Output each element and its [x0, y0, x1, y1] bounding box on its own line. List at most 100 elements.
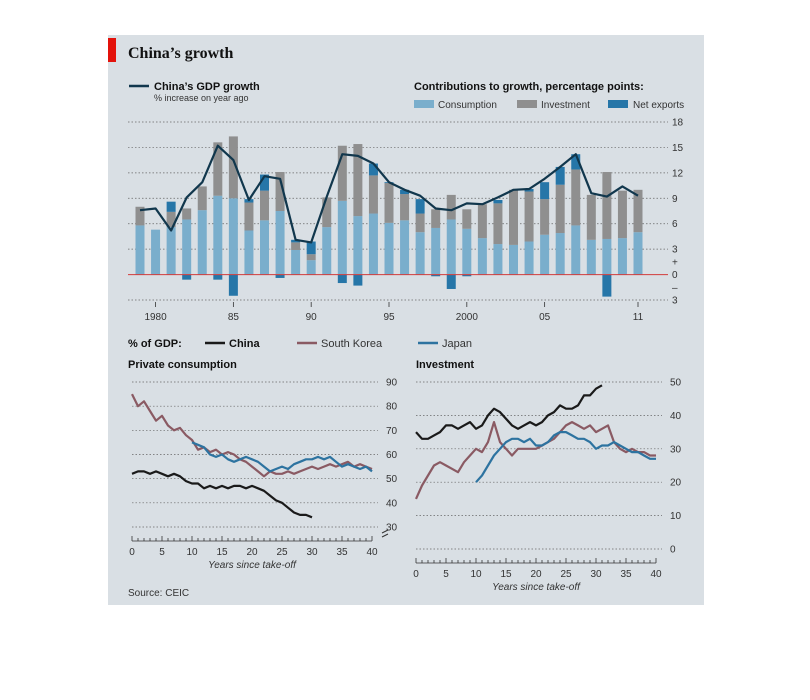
y-tick-label: – — [672, 283, 678, 294]
consumption-swatch — [414, 100, 434, 108]
consumption-bar — [586, 239, 596, 275]
investment-bar — [353, 144, 363, 217]
investment-subtitle: Investment — [416, 359, 474, 371]
net-exports-bar — [291, 239, 301, 243]
x-tick-label: 40 — [366, 547, 378, 558]
investment-bar — [322, 197, 332, 228]
brand-red-bar — [108, 38, 116, 62]
consumption-bar — [571, 225, 581, 275]
x-tick-label: 85 — [228, 312, 240, 323]
japan-legend-label: Japan — [442, 338, 472, 350]
y-tick-label: 40 — [386, 498, 398, 509]
x-tick-label: 0 — [413, 569, 419, 580]
consumption-bar — [462, 228, 472, 275]
x-tick-label: 30 — [590, 569, 602, 580]
x-tick-label: 10 — [186, 547, 198, 558]
y-tick-label: 20 — [670, 478, 682, 489]
net-exports-bar — [306, 241, 316, 255]
chart-panel — [108, 35, 704, 605]
chart-title: China’s growth — [128, 45, 234, 62]
x-tick-label: 30 — [306, 547, 318, 558]
consumption-bar — [384, 222, 394, 275]
japan-line — [191, 441, 373, 473]
net-exports-bar — [493, 199, 503, 204]
consumption-bar — [540, 234, 550, 275]
consumption-bar — [353, 216, 363, 275]
investment-swatch — [517, 100, 537, 108]
consumption-bar — [337, 200, 347, 275]
y-tick-label: 3 — [672, 296, 678, 307]
investment-bar — [493, 203, 503, 245]
x-tick-label: 05 — [539, 312, 551, 323]
consumption-bar — [431, 227, 441, 275]
consumption-bar — [166, 227, 176, 275]
investment-bar — [555, 184, 565, 234]
net-exports-bar — [228, 274, 238, 296]
consumption-bar — [602, 238, 612, 275]
source-note: Source: CEIC — [128, 588, 190, 599]
net-exports-bar — [182, 274, 192, 280]
y-tick-label: 50 — [386, 474, 398, 485]
investment-bar — [477, 204, 487, 239]
y-tick-label: 80 — [386, 402, 398, 413]
consumption-bar — [617, 238, 627, 275]
y-tick-label: 40 — [670, 411, 682, 422]
x-tick-label: 5 — [159, 547, 165, 558]
x-tick-label: 35 — [620, 569, 632, 580]
japan-line — [475, 431, 656, 483]
x-tick-label: 10 — [470, 569, 482, 580]
x-tick-label: 35 — [336, 547, 348, 558]
china-line — [131, 470, 313, 519]
south-korea-legend-label: South Korea — [321, 338, 383, 350]
consumption-bar — [291, 249, 301, 275]
investment-bar — [166, 211, 176, 228]
investment-bar — [446, 194, 456, 220]
consumption-bar — [135, 225, 145, 275]
y-tick-label: 0 — [672, 270, 678, 281]
investment-bar — [244, 202, 254, 231]
investment-bar — [524, 191, 534, 242]
x-tick-label: 1980 — [144, 312, 167, 323]
investment-bar — [368, 175, 378, 214]
net-exports-bar — [260, 174, 269, 191]
x-tick-label: 0 — [129, 547, 135, 558]
y-tick-label: 60 — [386, 450, 398, 461]
south-korea-line — [414, 421, 656, 500]
consumption-bar — [415, 232, 425, 275]
consumption-bar — [400, 220, 410, 275]
x-tick-label: 25 — [276, 547, 288, 558]
south-korea-line — [131, 393, 373, 478]
y-tick-label: 12 — [672, 168, 684, 179]
consumption-bar — [275, 211, 285, 275]
x-tick-label: 90 — [306, 312, 318, 323]
net-exports-bar — [446, 274, 456, 289]
consumption-bar — [182, 219, 192, 275]
net-exports-bar — [415, 199, 425, 214]
investment-bar — [213, 142, 223, 196]
consumption-bar — [493, 244, 503, 275]
x-tick-label: 20 — [530, 569, 542, 580]
consumption-bar — [477, 238, 487, 275]
x-tick-label: 2000 — [456, 312, 479, 323]
net-exports-bar — [368, 163, 378, 176]
y-tick-label: 9 — [672, 194, 678, 205]
y-tick-label: 18 — [672, 118, 684, 129]
investment-bar — [291, 242, 301, 250]
consumption-bar — [322, 227, 332, 275]
x-tick-label: 20 — [246, 547, 258, 558]
gdp-growth-line — [139, 144, 639, 244]
consumption-bar — [151, 229, 161, 275]
net-exports-bar — [540, 182, 550, 200]
net-exports-bar — [353, 274, 363, 286]
x-tick-label: 5 — [443, 569, 449, 580]
investment-bar — [337, 145, 347, 201]
contrib-title: Contributions to growth, percentage poin… — [414, 81, 644, 93]
axis-break-mark — [381, 529, 389, 538]
y-tick-label: 90 — [386, 378, 398, 389]
private-consumption-chart: 90 80 70 60 50 40 30 0 5 10 15 20 25 30 35 40 Years sinc… — [129, 378, 397, 572]
investment-bar — [462, 209, 472, 229]
bottom-header: % of GDP: — [128, 338, 182, 350]
y-tick-label: 50 — [670, 378, 682, 389]
net-exports-bar — [555, 166, 565, 185]
